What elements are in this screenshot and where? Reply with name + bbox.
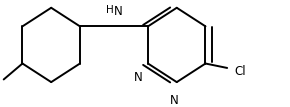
Text: Cl: Cl: [234, 65, 246, 78]
Text: N: N: [169, 94, 178, 107]
Text: N: N: [114, 4, 123, 18]
Text: N: N: [133, 71, 142, 84]
Text: H: H: [106, 5, 114, 15]
